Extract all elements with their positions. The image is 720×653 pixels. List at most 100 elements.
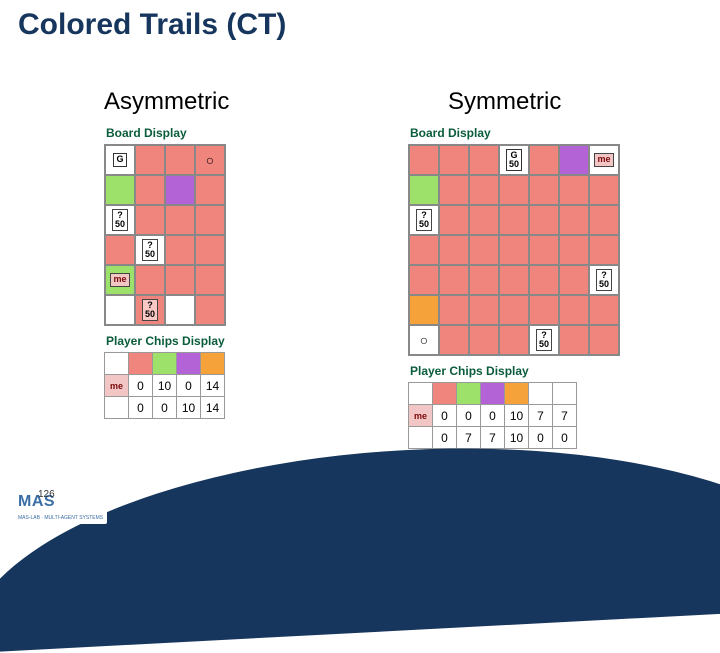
board-cell: ? 50 [589,265,619,295]
chip-swatch [177,353,201,375]
board-cell [165,265,195,295]
chip-value: 10 [505,427,529,449]
board-cell [469,295,499,325]
board-cell [165,235,195,265]
board-cell [105,175,135,205]
board-cell [529,205,559,235]
board-cell [135,175,165,205]
board-cell [469,145,499,175]
logo-sub: MAS-LAB · MULTI-AGENT SYSTEMS [18,515,103,521]
asym-chips-section: Player Chips Display [106,334,225,348]
chip-value: 10 [505,405,529,427]
chip-value: 7 [457,427,481,449]
chip-value: 0 [177,375,201,397]
board-token: ? 50 [112,209,128,232]
symmetric-chips-table: me00010770771000 [408,382,577,449]
asymmetric-board: G ○ ? 50 ? 50 me ? 50 [104,144,226,326]
board-cell [529,265,559,295]
asym-chips-wrap: Player Chips Display me010014001014 [104,332,225,419]
board-token: me [110,273,129,286]
chip-value: 0 [457,405,481,427]
board-cell [559,205,589,235]
chip-swatch [505,383,529,405]
board-cell [499,265,529,295]
board-cell [439,205,469,235]
board-cell [135,145,165,175]
board-cell [469,235,499,265]
board-cell [409,295,439,325]
board-cell [469,325,499,355]
board-cell [559,265,589,295]
chip-row-label [105,397,129,419]
board-cell: G 50 [499,145,529,175]
board-cell [559,235,589,265]
chip-swatch [201,353,225,375]
chip-value: 0 [433,427,457,449]
chip-swatch [553,383,577,405]
board-cell [469,265,499,295]
board-token: ○ [204,152,216,169]
board-cell [165,145,195,175]
board-cell [589,295,619,325]
board-cell [529,145,559,175]
board-cell [499,175,529,205]
board-cell [559,175,589,205]
chips-blank [409,383,433,405]
chips-blank [105,353,129,375]
board-cell [195,265,225,295]
board-cell: me [105,265,135,295]
chip-swatch [433,383,457,405]
board-cell [529,235,559,265]
sym-chips-section: Player Chips Display [410,364,577,378]
board-cell [195,175,225,205]
chip-row-label [409,427,433,449]
asym-board-section: Board Display [106,126,187,140]
board-cell [559,295,589,325]
board-cell [589,235,619,265]
sym-board-section: Board Display [410,126,491,140]
chip-row-label: me [409,405,433,427]
board-cell [559,325,589,355]
chip-value: 0 [153,397,177,419]
slide-title: Colored Trails (CT) [18,8,286,42]
chip-value: 14 [201,397,225,419]
chip-value: 14 [201,375,225,397]
board-cell [195,235,225,265]
chip-value: 10 [177,397,201,419]
chip-value: 0 [481,405,505,427]
board-cell: G [105,145,135,175]
board-cell [439,235,469,265]
chip-value: 7 [553,405,577,427]
chip-value: 0 [129,375,153,397]
chip-value: 0 [433,405,457,427]
chip-swatch [457,383,481,405]
board-cell [499,205,529,235]
chip-value: 0 [129,397,153,419]
board-cell: ? 50 [105,205,135,235]
chip-swatch [129,353,153,375]
chip-value: 10 [153,375,177,397]
board-token: ? 50 [416,209,432,232]
board-cell [439,295,469,325]
page-number: 126 [38,489,55,500]
board-cell [499,325,529,355]
chip-value: 0 [553,427,577,449]
chip-value: 7 [481,427,505,449]
board-token: G [113,153,126,166]
board-cell [529,175,559,205]
chip-value: 0 [529,427,553,449]
chip-row-label: me [105,375,129,397]
board-token: ? 50 [142,299,158,322]
sym-chips-wrap: Player Chips Display me00010770771000 [408,362,577,449]
chip-swatch [153,353,177,375]
board-token: ? 50 [536,329,552,352]
board-cell [195,295,225,325]
board-cell [165,205,195,235]
board-cell: ? 50 [409,205,439,235]
board-token: me [594,153,613,166]
board-token: ? 50 [142,239,158,262]
board-cell [529,295,559,325]
board-cell [499,295,529,325]
board-cell: me [589,145,619,175]
chip-value: 7 [529,405,553,427]
